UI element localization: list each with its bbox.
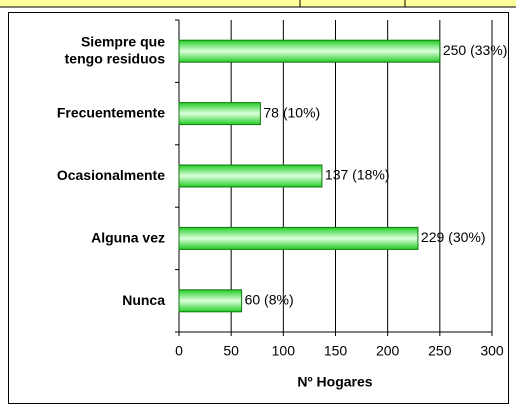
bar — [178, 102, 261, 126]
y-tick-label: Siempre que tengo residuos — [65, 33, 166, 66]
y-tick-label: Ocasionalmente — [57, 167, 165, 183]
x-axis-title: Nº Hogares — [297, 374, 372, 390]
x-tick-label: 300 — [480, 343, 504, 359]
plot: 0 50 100 150 200 250 300 Siempre que tengo resid… — [57, 19, 508, 359]
data-label: 137 (18%) — [325, 167, 390, 183]
x-tick-label: 50 — [223, 343, 239, 359]
data-label: 229 (30%) — [421, 229, 486, 245]
x-tick-label: 150 — [324, 343, 348, 359]
x-tick-label: 100 — [272, 343, 296, 359]
data-label: 250 (33%) — [443, 42, 508, 58]
chart-frame — [8, 12, 509, 404]
bar — [178, 164, 323, 188]
data-label: 60 (8%) — [245, 292, 294, 308]
data-label: 78 (10%) — [263, 104, 320, 120]
y-tick-label: Alguna vez — [91, 229, 165, 245]
x-tick-label: 0 — [175, 343, 183, 359]
y-tick-label: Nunca — [122, 292, 165, 308]
bar — [178, 289, 243, 313]
bar — [178, 226, 419, 250]
top-strip — [0, 0, 516, 7]
x-tick-label: 200 — [376, 343, 400, 359]
bar — [178, 39, 441, 63]
y-tick-label: Frecuentemente — [57, 104, 165, 120]
x-tick-label: 250 — [428, 343, 452, 359]
